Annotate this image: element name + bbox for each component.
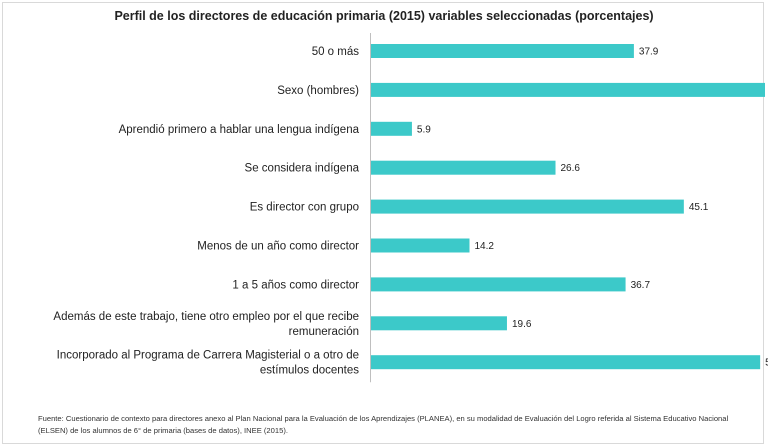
bar: [371, 121, 412, 136]
value-label: 19.6: [512, 319, 532, 330]
bar: [371, 277, 626, 292]
category-label: Se considera indígena: [245, 163, 360, 175]
source-note: Fuente: Cuestionario de contexto para di…: [38, 414, 729, 435]
category-label: Menos de un año como director: [197, 241, 359, 253]
value-label: 26.6: [561, 163, 581, 174]
chart-title: Perfil de los directores de educación pr…: [114, 9, 654, 23]
value-label: 37.9: [639, 47, 659, 58]
bar: [371, 355, 761, 370]
category-label: 50 o más: [312, 46, 360, 58]
value-label: 56.1: [765, 358, 768, 369]
value-label: 5.9: [417, 124, 431, 135]
bar: [371, 199, 684, 214]
bar: [371, 82, 765, 97]
category-label: Además de este trabajo, tiene otro emple…: [53, 311, 359, 338]
category-label: Aprendió primero a hablar una lengua ind…: [119, 124, 360, 136]
category-label: Incorporado al Programa de Carrera Magis…: [57, 350, 360, 377]
bar: [371, 160, 556, 175]
chart-frame: [2, 2, 764, 444]
bar: [371, 238, 470, 253]
category-label: Es director con grupo: [250, 202, 359, 214]
value-label: 36.7: [631, 280, 651, 291]
category-label: 1 a 5 años como director: [232, 279, 359, 291]
value-label: 45.1: [689, 202, 709, 213]
bar: [371, 316, 507, 331]
category-label: Sexo (hombres): [277, 85, 359, 97]
bar: [371, 44, 634, 58]
value-label: 14.2: [475, 241, 495, 252]
